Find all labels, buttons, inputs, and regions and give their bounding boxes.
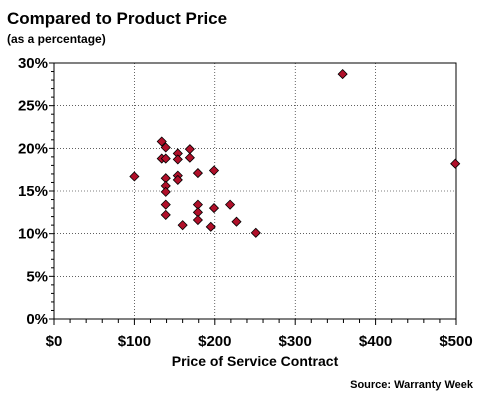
data-point — [225, 199, 236, 210]
x-tick-label: $200 — [198, 333, 231, 350]
data-points — [129, 69, 461, 238]
x-tick-label: $0 — [46, 333, 63, 350]
y-tick-label: 10% — [18, 226, 48, 243]
data-point — [208, 165, 220, 176]
data-point — [172, 154, 183, 165]
data-point — [177, 220, 188, 231]
data-point — [160, 199, 171, 210]
data-point — [450, 158, 461, 169]
chart-subtitle: (as a percentage) — [7, 32, 106, 46]
data-point — [337, 69, 348, 80]
data-point — [129, 171, 140, 182]
data-point — [205, 221, 216, 232]
data-point — [184, 152, 195, 163]
x-axis-title: Price of Service Contract — [172, 353, 339, 369]
data-point — [160, 209, 171, 220]
data-point — [160, 142, 171, 153]
data-point — [208, 203, 220, 214]
y-tick-label: 15% — [18, 183, 48, 200]
chart-title: Compared to Product Price — [7, 9, 227, 28]
y-tick-label: 20% — [18, 140, 48, 157]
data-point — [156, 136, 167, 147]
data-point — [192, 168, 203, 179]
x-tick-label: $400 — [359, 333, 392, 350]
data-point — [231, 216, 242, 227]
x-tick-label: $300 — [279, 333, 312, 350]
x-tick-label: $500 — [439, 333, 472, 350]
axis-ticks: 0% 5% 10% 15% 20% 25% 30% $0 $100 $200 $300 $400 $50… — [18, 55, 473, 350]
source-note: Source: Warranty Week — [350, 379, 474, 391]
data-point — [172, 174, 183, 185]
data-point — [160, 153, 171, 164]
data-point — [192, 214, 203, 226]
x-tick-label: $100 — [118, 333, 151, 350]
y-tick-label: 5% — [26, 268, 48, 285]
y-tick-label: 0% — [26, 311, 48, 328]
y-tick-label: 25% — [18, 98, 48, 115]
data-point — [250, 227, 261, 238]
data-point — [160, 186, 171, 197]
y-tick-label: 30% — [18, 55, 48, 72]
